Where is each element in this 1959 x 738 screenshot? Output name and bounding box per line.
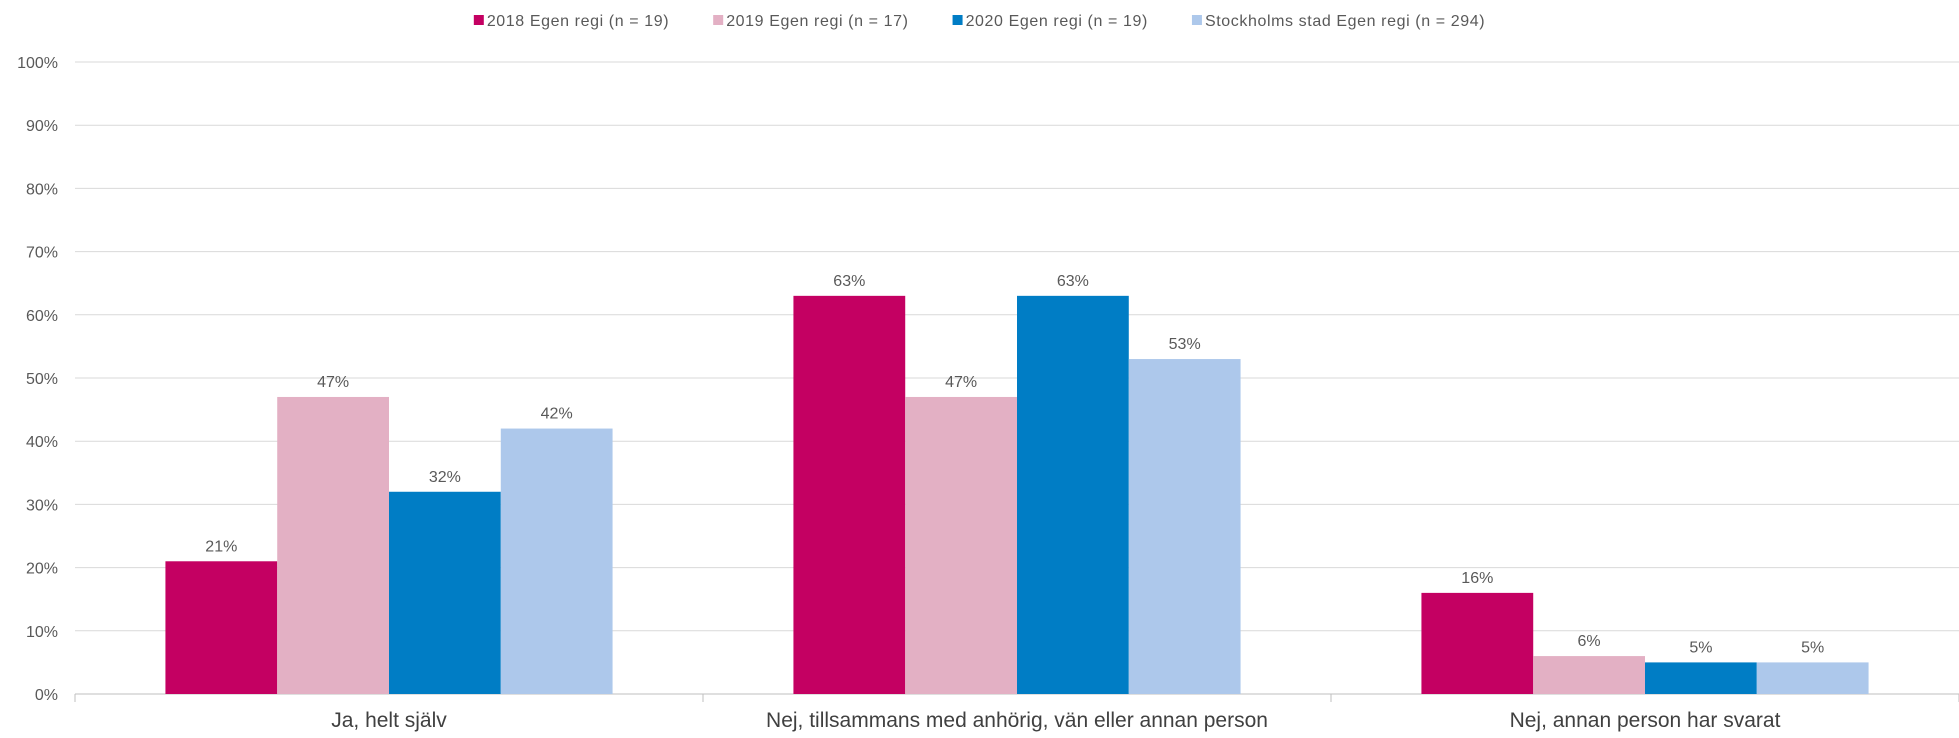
bar [1017,295,1129,694]
bars [165,295,1869,694]
bar [277,396,389,694]
bar [389,491,501,694]
data-label: 32% [429,469,461,486]
legend-label: Stockholms stad Egen regi (n = 294) [1205,13,1485,30]
legend-label: 2020 Egen regi (n = 19) [966,13,1148,30]
bar [1756,662,1869,694]
y-tick-label: 70% [26,245,58,262]
legend-label: 2018 Egen regi (n = 19) [487,13,669,30]
x-category-label: Nej, tillsammans med anhörig, vän eller … [766,709,1268,732]
x-category-label: Ja, helt själv [331,709,447,732]
y-tick-label: 40% [26,434,58,451]
data-label: 42% [541,406,573,423]
data-labels: 21% 47% 32% 42% 63% 47% 63% 53% 16% 6% 5% 5% [205,273,1824,657]
legend-swatch [473,15,484,25]
data-label: 53% [1169,336,1201,353]
bar [1645,662,1757,694]
y-tick-label: 30% [26,497,58,514]
data-label: 47% [317,374,349,391]
bar [1533,656,1645,694]
y-tick-label: 100% [17,55,58,72]
y-tick-label: 20% [26,561,58,578]
legend-swatch [1191,15,1202,25]
legend-label: 2019 Egen regi (n = 17) [726,13,908,30]
data-label: 63% [1057,273,1089,290]
bar [500,428,613,694]
data-label: 63% [833,273,865,290]
bar [905,396,1017,694]
data-label: 47% [945,374,977,391]
bar [165,561,278,694]
legend-swatch [713,15,724,25]
legend-swatch [952,15,963,25]
data-label: 5% [1801,639,1824,656]
bar [1128,359,1241,694]
x-category-label: Nej, annan person har svarat [1510,709,1781,732]
y-tick-label: 90% [26,118,58,135]
y-tick-label: 10% [26,624,58,641]
legend: 2018 Egen regi (n = 19) 2019 Egen regi (n… [473,13,1485,30]
bar [1421,592,1534,694]
y-tick-label: 0% [35,687,58,704]
bar [793,295,906,694]
data-label: 5% [1689,639,1712,656]
data-label: 21% [205,538,237,555]
y-tick-label: 50% [26,371,58,388]
y-tick-label: 80% [26,181,58,198]
data-label: 16% [1461,570,1493,587]
y-tick-label: 60% [26,308,58,325]
data-label: 6% [1578,633,1601,650]
